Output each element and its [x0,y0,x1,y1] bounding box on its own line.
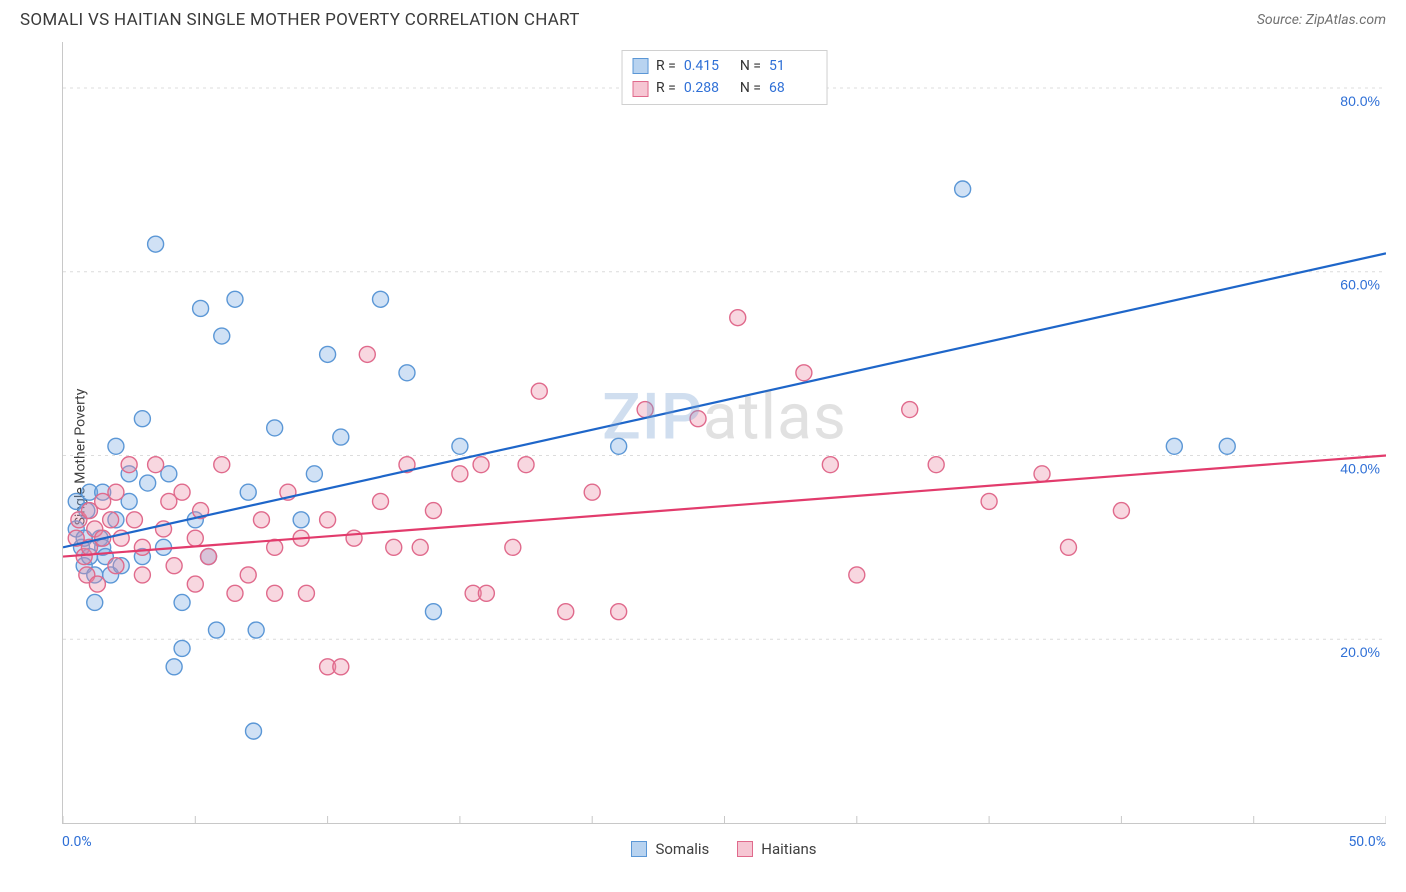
svg-text:80.0%: 80.0% [1340,93,1380,109]
svg-text:40.0%: 40.0% [1340,460,1380,476]
legend-row-somalis: R = 0.415 N = 51 [632,55,817,77]
legend-swatch-somalis [631,841,647,857]
swatch-somalis [632,58,648,74]
legend-label-somalis: Somalis [655,840,709,858]
correlation-legend: R = 0.415 N = 51 R = 0.288 N = 68 [621,50,828,105]
legend-swatch-haitians [737,841,753,857]
legend-row-haitians: R = 0.288 N = 68 [632,77,817,99]
r-value-somalis: 0.415 [684,55,732,77]
n-value-somalis: 51 [769,55,817,77]
n-value-haitians: 68 [769,77,817,99]
legend-label-haitians: Haitians [761,840,816,858]
source-attribution: Source: ZipAtlas.com [1257,12,1386,28]
series-legend: Somalis Haitians [62,840,1386,858]
legend-item-haitians: Haitians [737,840,816,858]
swatch-haitians [632,81,648,97]
plot-area: 20.0%40.0%60.0%80.0% ZIPatlas R = 0.415 … [62,42,1386,824]
r-value-haitians: 0.288 [684,77,732,99]
svg-text:60.0%: 60.0% [1340,277,1380,293]
chart-container: Single Mother Poverty 20.0%40.0%60.0%80.… [20,42,1386,872]
legend-item-somalis: Somalis [631,840,709,858]
scatter-plot-svg: 20.0% 40.0% 60.0% 80.0% [63,42,1386,823]
svg-text:20.0%: 20.0% [1340,644,1380,660]
chart-title: SOMALI VS HAITIAN SINGLE MOTHER POVERTY … [20,10,580,30]
